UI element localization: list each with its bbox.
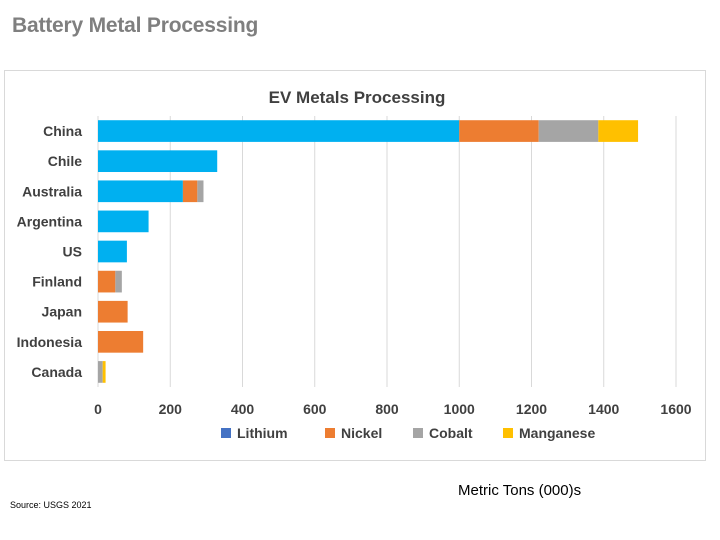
- category-label: China: [43, 123, 82, 139]
- bar-japan-nickel: [98, 300, 128, 323]
- category-label: Argentina: [17, 213, 83, 229]
- x-tick-label: 1200: [516, 401, 547, 417]
- category-label: Canada: [31, 364, 82, 380]
- category-labels: China Chile Australia Argentina US Finland Jap…: [17, 123, 83, 380]
- bar-china-cobalt: [538, 120, 599, 142]
- category-label: Indonesia: [17, 334, 83, 350]
- bars: [98, 120, 639, 383]
- slide-title: Battery Metal Processing: [12, 14, 259, 37]
- bar-china-manganese: [598, 120, 639, 142]
- bar-chart: EV Metals Processing China Chile Australia…: [17, 88, 692, 441]
- x-tick-label: 400: [231, 401, 255, 417]
- legend-swatch-nickel: [325, 428, 335, 438]
- x-tick-label: 200: [159, 401, 183, 417]
- bar-canada-manganese: [102, 361, 106, 383]
- bar-australia-lithium: [98, 180, 183, 203]
- category-label: Finland: [32, 274, 82, 290]
- legend-label-lithium: Lithium: [237, 425, 288, 441]
- x-tick-label: 800: [375, 401, 399, 417]
- chart-area: EV Metals Processing China Chile Australia…: [4, 70, 706, 461]
- legend-swatch-cobalt: [413, 428, 423, 438]
- bar-argentina-lithium: [98, 210, 149, 233]
- bar-australia-nickel: [182, 180, 198, 203]
- source-note: Source: USGS 2021: [10, 500, 92, 510]
- bar-finland-cobalt: [115, 270, 122, 293]
- bar-us-lithium: [98, 240, 127, 263]
- legend-swatch-lithium: [221, 428, 231, 438]
- bar-china-lithium: [98, 120, 460, 142]
- legend: Lithium Nickel Cobalt Manganese: [221, 425, 595, 441]
- x-tick-label: 0: [94, 401, 102, 417]
- legend-swatch-manganese: [503, 428, 513, 438]
- bar-chile-lithium: [98, 150, 218, 173]
- category-label: Chile: [48, 153, 82, 169]
- bar-canada-cobalt: [98, 361, 103, 383]
- category-label: US: [63, 244, 82, 260]
- x-tick-label: 1400: [588, 401, 619, 417]
- legend-label-manganese: Manganese: [519, 425, 595, 441]
- x-axis-ticks: 0 200 400 600 800 1000 1200 1400 1600: [94, 401, 692, 417]
- bar-finland-nickel: [98, 270, 116, 293]
- legend-label-cobalt: Cobalt: [429, 425, 473, 441]
- x-tick-label: 600: [303, 401, 327, 417]
- legend-label-nickel: Nickel: [341, 425, 382, 441]
- bar-indonesia-nickel: [98, 330, 144, 353]
- x-tick-label: 1600: [660, 401, 691, 417]
- bar-china-nickel: [459, 120, 539, 142]
- units-note: Metric Tons (000)s: [458, 482, 582, 499]
- bar-australia-cobalt: [197, 180, 204, 203]
- category-label: Australia: [22, 183, 82, 199]
- x-tick-label: 1000: [444, 401, 475, 417]
- category-label: Japan: [42, 304, 82, 320]
- chart-title: EV Metals Processing: [269, 88, 446, 107]
